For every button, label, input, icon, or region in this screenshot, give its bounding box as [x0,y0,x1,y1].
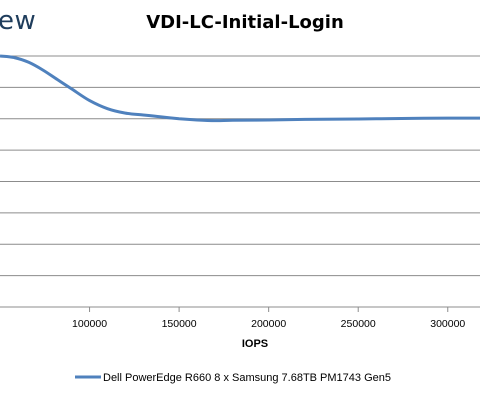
chart-title: VDI-LC-Initial-Login [146,12,344,33]
x-axis-ticks: 100000 150000 200000 250000 300000 [72,307,465,330]
x-tick-label: 100000 [72,318,107,330]
x-axis-label: IOPS [242,338,268,350]
logo-text: ew [0,6,37,36]
series-group [0,54,480,123]
legend: Dell PowerEdge R660 8 x Samsung 7.68TB P… [75,372,391,384]
gridlines [0,55,480,308]
x-tick-label: 250000 [341,318,376,330]
x-tick-label: 150000 [162,318,197,330]
x-tick-label: 200000 [251,318,286,330]
legend-label: Dell PowerEdge R660 8 x Samsung 7.68TB P… [103,372,391,384]
x-tick-label: 300000 [430,318,465,330]
series-line [0,54,480,123]
